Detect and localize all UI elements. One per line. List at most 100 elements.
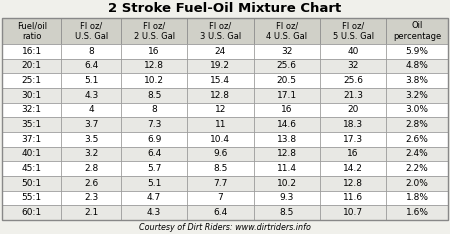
Text: 32: 32 (347, 62, 359, 70)
Bar (187, 73, 254, 88)
Text: 2.6%: 2.6% (406, 135, 428, 144)
Bar (2, 147, 62, 161)
Text: Fl oz/
U.S. Gal: Fl oz/ U.S. Gal (75, 21, 108, 41)
Bar (121, 161, 187, 176)
Bar (121, 88, 187, 103)
Bar (320, 88, 386, 103)
Bar (386, 59, 448, 73)
Bar (62, 88, 121, 103)
Text: 19.2: 19.2 (211, 62, 230, 70)
Text: 10.2: 10.2 (277, 179, 297, 188)
Bar (2, 191, 62, 205)
Bar (386, 18, 448, 44)
Bar (254, 161, 320, 176)
Bar (320, 73, 386, 88)
Text: 10.4: 10.4 (211, 135, 230, 144)
Text: 2.1: 2.1 (84, 208, 98, 217)
Text: 3.2: 3.2 (84, 150, 98, 158)
Bar (2, 44, 62, 59)
Bar (320, 117, 386, 132)
Bar (386, 73, 448, 88)
Text: 2.8%: 2.8% (406, 120, 428, 129)
Bar (187, 205, 254, 220)
Bar (386, 132, 448, 147)
Text: 16: 16 (347, 150, 359, 158)
Bar (386, 117, 448, 132)
Text: 2.8: 2.8 (84, 164, 98, 173)
Text: 40:1: 40:1 (22, 150, 42, 158)
Text: 6.4: 6.4 (147, 150, 161, 158)
Bar (121, 191, 187, 205)
Bar (320, 59, 386, 73)
Bar (62, 73, 121, 88)
Bar (254, 176, 320, 191)
Text: 4.3: 4.3 (84, 91, 98, 100)
Bar (2, 18, 62, 44)
Text: 7.3: 7.3 (147, 120, 161, 129)
Text: 37:1: 37:1 (22, 135, 42, 144)
Text: 24: 24 (215, 47, 226, 56)
Bar (121, 59, 187, 73)
Text: 10.2: 10.2 (144, 76, 164, 85)
Bar (254, 18, 320, 44)
Bar (121, 18, 187, 44)
Text: 16: 16 (148, 47, 160, 56)
Bar (2, 59, 62, 73)
Text: Fl oz/
4 U.S. Gal: Fl oz/ 4 U.S. Gal (266, 21, 307, 41)
Text: Courtesy of Dirt Riders: www.dirtriders.info: Courtesy of Dirt Riders: www.dirtriders.… (139, 223, 311, 231)
Bar (2, 117, 62, 132)
Bar (320, 176, 386, 191)
Text: 11: 11 (215, 120, 226, 129)
Text: 8.5: 8.5 (213, 164, 228, 173)
Bar (254, 73, 320, 88)
Text: 40: 40 (347, 47, 359, 56)
Bar (254, 103, 320, 117)
Text: 25:1: 25:1 (22, 76, 42, 85)
Text: 2.2%: 2.2% (406, 164, 428, 173)
Text: 17.3: 17.3 (343, 135, 363, 144)
Bar (386, 44, 448, 59)
Text: 32:1: 32:1 (22, 106, 42, 114)
Bar (121, 44, 187, 59)
Text: 15.4: 15.4 (211, 76, 230, 85)
Text: 9.3: 9.3 (279, 194, 294, 202)
Text: 2.6: 2.6 (84, 179, 98, 188)
Bar (187, 59, 254, 73)
Bar (2, 132, 62, 147)
Text: 50:1: 50:1 (22, 179, 42, 188)
Text: 30:1: 30:1 (22, 91, 42, 100)
Text: 8: 8 (88, 47, 94, 56)
Bar (254, 44, 320, 59)
Text: 11.6: 11.6 (343, 194, 363, 202)
Text: 6.4: 6.4 (84, 62, 98, 70)
Text: 55:1: 55:1 (22, 194, 42, 202)
Text: 25.6: 25.6 (343, 76, 363, 85)
Bar (2, 18, 448, 220)
Bar (187, 132, 254, 147)
Bar (254, 59, 320, 73)
Text: 12.8: 12.8 (144, 62, 164, 70)
Text: 20.5: 20.5 (277, 76, 297, 85)
Bar (2, 161, 62, 176)
Bar (121, 117, 187, 132)
Bar (62, 44, 121, 59)
Bar (121, 205, 187, 220)
Text: 1.6%: 1.6% (405, 208, 428, 217)
Text: 32: 32 (281, 47, 292, 56)
Bar (386, 205, 448, 220)
Text: 60:1: 60:1 (22, 208, 42, 217)
Bar (320, 147, 386, 161)
Text: Fl oz/
5 U.S. Gal: Fl oz/ 5 U.S. Gal (333, 21, 374, 41)
Text: 1.8%: 1.8% (405, 194, 428, 202)
Text: 3.5: 3.5 (84, 135, 99, 144)
Text: 16: 16 (281, 106, 292, 114)
Bar (62, 205, 121, 220)
Text: 4.7: 4.7 (147, 194, 161, 202)
Text: 4.3: 4.3 (147, 208, 161, 217)
Bar (62, 191, 121, 205)
Bar (320, 132, 386, 147)
Text: 16:1: 16:1 (22, 47, 42, 56)
Bar (187, 191, 254, 205)
Bar (121, 147, 187, 161)
Bar (320, 161, 386, 176)
